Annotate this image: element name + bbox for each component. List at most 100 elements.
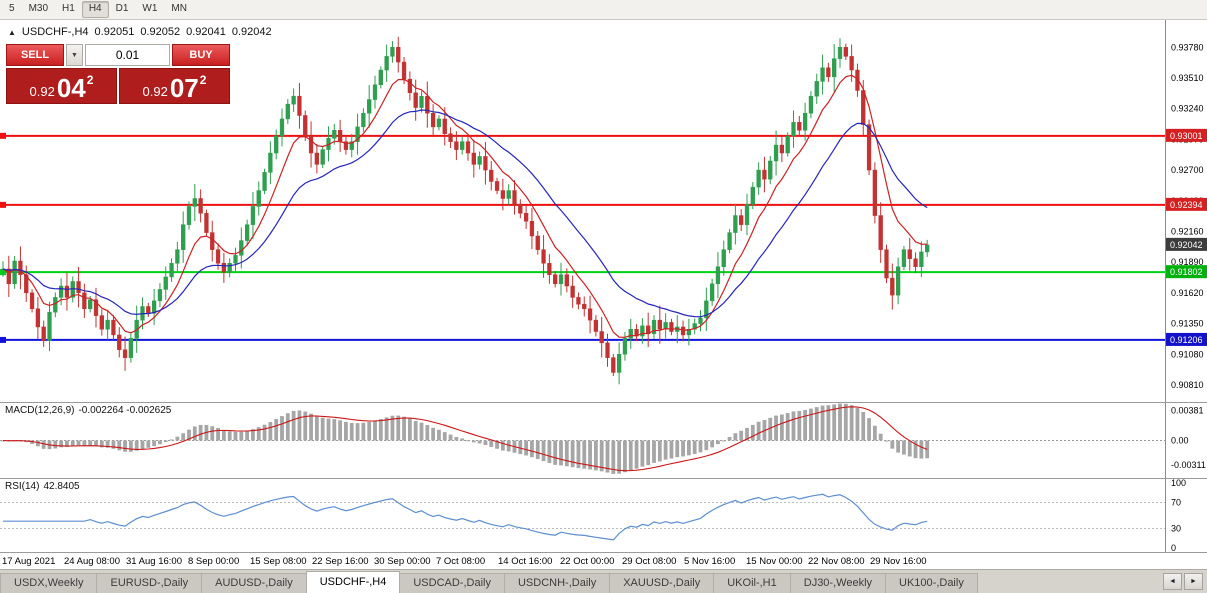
- ohlc-open-value: 0.92051: [94, 26, 135, 38]
- time-axis-label: 31 Aug 16:00: [126, 556, 182, 567]
- buy-price-small: 0.92: [142, 83, 168, 99]
- tabs-scroll-right-button[interactable]: ►: [1184, 573, 1203, 590]
- ohlc-close-value: 0.92042: [231, 26, 272, 38]
- price-chart-svg: 0.937800.935100.932400.929700.927000.924…: [0, 20, 1207, 402]
- time-axis-label: 17 Aug 2021: [2, 556, 56, 567]
- svg-text:70: 70: [1171, 498, 1181, 508]
- svg-text:0.91620: 0.91620: [1171, 288, 1204, 298]
- svg-text:100: 100: [1171, 479, 1186, 488]
- svg-text:0: 0: [1171, 543, 1176, 552]
- timeframe-button-MN[interactable]: MN: [171, 3, 187, 14]
- timeframe-button-W1[interactable]: W1: [142, 3, 158, 14]
- svg-text:-0.00311: -0.00311: [1171, 460, 1206, 470]
- svg-text:0.00: 0.00: [1171, 436, 1189, 446]
- tabs-scroll-left-button[interactable]: ◄: [1163, 573, 1182, 590]
- time-axis-label: 30 Sep 00:00: [374, 556, 431, 567]
- macd-svg: 0.00381 0.00 -0.00311: [0, 403, 1206, 478]
- rsi-label: RSI(14): [5, 481, 40, 492]
- ma-slow-line: [2, 109, 928, 318]
- chart-tab-dj30-weekly[interactable]: DJ30-,Weekly: [789, 573, 887, 593]
- sell-price-sup: 2: [86, 73, 94, 87]
- buy-price-display[interactable]: 0.92 07 2: [119, 68, 230, 104]
- buy-price-big: 07: [169, 72, 199, 103]
- volume-input[interactable]: [85, 44, 170, 66]
- macd-histogram: [1, 403, 930, 474]
- timeframe-button-H1[interactable]: H1: [62, 3, 75, 14]
- svg-text:0.91802: 0.91802: [1170, 267, 1203, 277]
- time-axis-label: 22 Nov 08:00: [808, 556, 865, 567]
- macd-header: MACD(12,26,9) -0.002264 -0.002625: [5, 405, 175, 416]
- chart-tabbar: USDX,Weekly EURUSD-,Daily AUDUSD-,Daily USD…: [0, 569, 1207, 593]
- svg-text:0.90810: 0.90810: [1171, 380, 1204, 390]
- svg-text:0.92160: 0.92160: [1171, 226, 1204, 236]
- time-axis-label: 24 Aug 08:00: [64, 556, 120, 567]
- svg-text:0.91890: 0.91890: [1171, 257, 1204, 267]
- time-axis: 17 Aug 2021 24 Aug 08:00 31 Aug 16:00 8 Sep…: [0, 552, 1207, 569]
- ohlc-low-value: 0.92041: [186, 26, 226, 38]
- svg-text:0.93001: 0.93001: [1170, 131, 1203, 141]
- svg-text:0.91080: 0.91080: [1171, 349, 1204, 359]
- time-axis-label: 22 Sep 16:00: [312, 556, 369, 567]
- timeframe-button-H4[interactable]: H4: [81, 1, 109, 18]
- chart-tab-audusd-daily[interactable]: AUDUSD-,Daily: [201, 573, 307, 593]
- timeframe-toolbar: 5 M30 H1 H4 D1 W1 MN: [0, 0, 1207, 20]
- ma-fast-line: [2, 74, 928, 338]
- macd-axis-ticks: 0.00381 0.00 -0.00311: [1171, 406, 1206, 470]
- time-axis-label: 5 Nov 16:00: [684, 556, 736, 567]
- sell-button[interactable]: SELL: [6, 44, 64, 66]
- buy-price-sup: 2: [199, 73, 207, 87]
- ohlc-high-value: 0.92052: [140, 26, 181, 38]
- sell-price-display[interactable]: 0.92 04 2: [6, 68, 117, 104]
- time-axis-label: 22 Oct 00:00: [560, 556, 615, 567]
- time-axis-label: 15 Sep 08:00: [250, 556, 307, 567]
- time-axis-label: 29 Oct 08:00: [622, 556, 677, 567]
- rsi-svg: 100 70 30 0: [0, 479, 1186, 552]
- chevron-down-icon: ▼: [71, 51, 78, 59]
- chart-tab-usdcad-daily[interactable]: USDCAD-,Daily: [399, 573, 505, 593]
- chart-tab-usdchf-h4[interactable]: USDCHF-,H4: [305, 571, 401, 593]
- timeframe-buttons: 5 M30 H1 H4 D1 W1 MN: [2, 0, 194, 19]
- svg-text:0.00381: 0.00381: [1171, 406, 1204, 416]
- sell-price-big: 04: [56, 72, 86, 103]
- buy-button[interactable]: BUY: [172, 44, 230, 66]
- chart-symbol-label: USDCHF-,H4: [21, 26, 89, 38]
- chart-ohlc-header: ▲ USDCHF-,H4 0.92051 0.92052 0.92041 0.9…: [8, 26, 272, 38]
- svg-text:0.92700: 0.92700: [1171, 165, 1204, 175]
- chart-tab-xauusd-daily[interactable]: XAUUSD-,Daily: [609, 573, 715, 593]
- macd-values: -0.002264 -0.002625: [78, 405, 172, 416]
- time-axis-label: 14 Oct 16:00: [498, 556, 553, 567]
- svg-text:0.93780: 0.93780: [1171, 42, 1204, 52]
- horizontal-level-lines: [0, 132, 1165, 343]
- time-axis-label: 7 Oct 08:00: [436, 556, 486, 567]
- chart-tab-usdcnh-daily[interactable]: USDCNH-,Daily: [503, 573, 611, 593]
- chart-tab-uk100-daily[interactable]: UK100-,Daily: [885, 573, 978, 593]
- timeframe-button-5[interactable]: 5: [9, 3, 15, 14]
- time-axis-label: 8 Sep 00:00: [188, 556, 240, 567]
- rsi-value: 42.8405: [43, 481, 80, 492]
- price-axis-tags: 0.93001 0.92394 0.92042 0.91802 0.91206: [1166, 128, 1207, 346]
- svg-text:30: 30: [1171, 524, 1181, 534]
- one-click-panel-toggle-icon[interactable]: ▲: [8, 27, 16, 37]
- timeframe-button-M30[interactable]: M30: [28, 3, 49, 14]
- rsi-indicator-panel: 100 70 30 0 RSI(14) 42.8405: [0, 478, 1207, 552]
- volume-dropdown-button[interactable]: ▼: [66, 44, 83, 66]
- candlesticks: [0, 36, 930, 385]
- rsi-line: [3, 493, 928, 541]
- tab-scroll-buttons: ◄ ►: [1163, 573, 1207, 593]
- macd-signal-line: [2, 406, 928, 472]
- chart-tabs: USDX,Weekly EURUSD-,Daily AUDUSD-,Daily USD…: [0, 570, 978, 593]
- macd-indicator-panel: 0.00381 0.00 -0.00311 MACD(12,26,9) -0.0022…: [0, 402, 1207, 478]
- price-chart-panel[interactable]: 0.937800.935100.932400.929700.927000.924…: [0, 20, 1207, 402]
- svg-text:0.91350: 0.91350: [1171, 319, 1204, 329]
- macd-label: MACD(12,26,9): [5, 405, 75, 416]
- chart-tab-eurusd-daily[interactable]: EURUSD-,Daily: [96, 573, 203, 593]
- svg-text:0.93510: 0.93510: [1171, 73, 1204, 83]
- svg-text:0.92042: 0.92042: [1170, 240, 1203, 250]
- rsi-header: RSI(14) 42.8405: [5, 481, 84, 492]
- chart-tab-ukoil-h1[interactable]: UKOil-,H1: [713, 573, 791, 593]
- chart-tab-usdx-weekly[interactable]: USDX,Weekly: [0, 573, 98, 593]
- time-axis-label: 29 Nov 16:00: [870, 556, 927, 567]
- svg-text:0.93240: 0.93240: [1171, 104, 1204, 114]
- timeframe-button-D1[interactable]: D1: [115, 3, 129, 14]
